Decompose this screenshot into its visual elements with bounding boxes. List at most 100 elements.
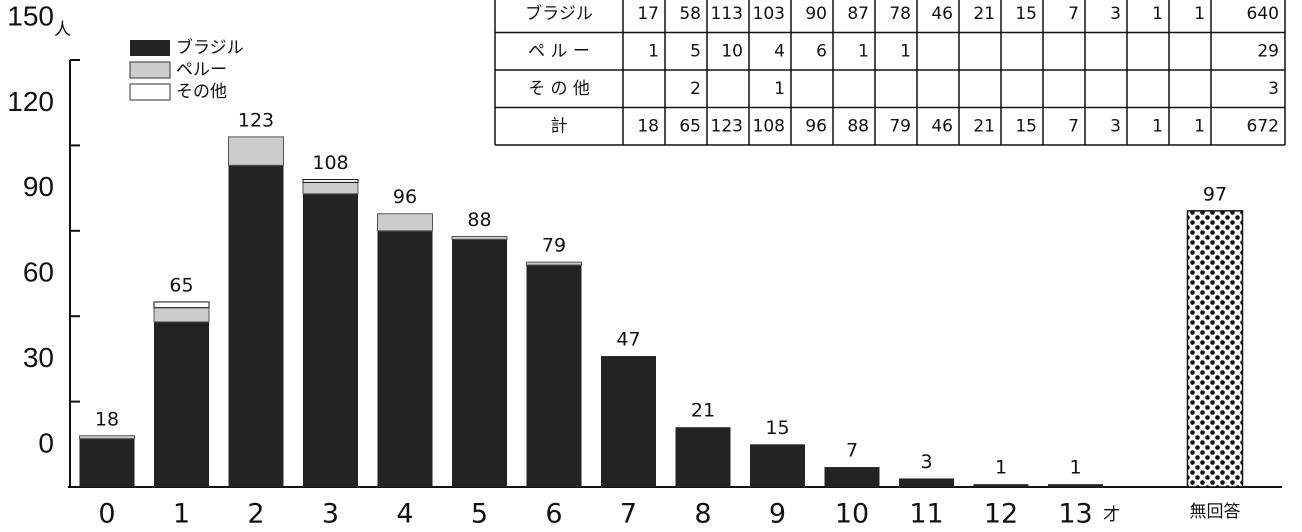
table-cell: 640 [1247, 4, 1279, 24]
table-cell: 15 [1015, 4, 1037, 24]
table-cell: 1 [1194, 4, 1205, 24]
total-label: 88 [467, 209, 491, 231]
bar-segment [526, 264, 582, 487]
bar-segment [79, 435, 135, 440]
table-cell: 1 [774, 79, 785, 99]
bar-segment [303, 193, 358, 487]
y-tick-label: 0 [38, 427, 54, 458]
table-cell: 96 [805, 116, 827, 136]
table-cell: 5 [690, 41, 701, 61]
row-label: 計 [551, 116, 568, 136]
total-label: 96 [393, 186, 417, 208]
table-cell: 46 [931, 4, 953, 24]
x-tick-label: 11 [909, 499, 943, 530]
bar-segment [675, 427, 731, 487]
total-label: 1 [995, 457, 1007, 479]
table-cell: 7 [1068, 116, 1079, 136]
total-label: 79 [542, 235, 566, 257]
bar-segment [228, 165, 284, 487]
table-cell: 6 [816, 41, 827, 61]
table-cell: 672 [1247, 116, 1279, 136]
y-tick-label: 150 [7, 0, 54, 31]
legend-swatch [129, 61, 171, 79]
extra-bar-value: 97 [1203, 183, 1227, 205]
bar-segment [377, 213, 433, 232]
bar-segment [79, 438, 135, 487]
total-label: 123 [238, 109, 274, 131]
table-cell: 58 [679, 4, 701, 24]
total-label: 7 [846, 440, 858, 462]
bar-segment [824, 467, 880, 487]
x-tick-label: 13 [1058, 499, 1092, 530]
table-cell: 17 [637, 4, 659, 24]
total-label: 65 [169, 274, 193, 296]
table-cell: 1 [1152, 4, 1163, 24]
x-tick-label: 9 [769, 499, 786, 530]
x-tick-label: 4 [396, 499, 413, 530]
row-label: そ の 他 [528, 79, 590, 99]
extra-bar-label: 無回答 [1190, 502, 1241, 522]
table-cell: 79 [889, 116, 911, 136]
table-cell: 3 [1110, 4, 1121, 24]
x-tick-label: 6 [545, 499, 562, 530]
table-cell: 1 [648, 41, 659, 61]
table-cell: 108 [753, 116, 785, 136]
x-tick-label: 8 [694, 499, 711, 530]
table-cell: 7 [1068, 4, 1079, 24]
extra-bar [1186, 210, 1244, 488]
x-tick-label: 3 [322, 499, 339, 530]
table-cell: 4 [774, 41, 785, 61]
bar-segment [973, 484, 1029, 487]
legend-label: ブラジル [176, 37, 244, 58]
bar-segment [451, 235, 508, 240]
total-label: 1 [1069, 457, 1081, 479]
row-label: ペ ル ー [528, 41, 590, 61]
total-label: 21 [691, 400, 715, 422]
bar-segment [452, 239, 507, 487]
total-label: 15 [765, 417, 789, 439]
table-cell: 78 [889, 4, 911, 24]
x-tick-label: 10 [835, 499, 869, 530]
bar-segment [601, 356, 656, 487]
y-unit: 人 [54, 20, 71, 40]
table-cell: 1 [1152, 116, 1163, 136]
table-cell: 65 [679, 116, 701, 136]
bar-segment [526, 261, 582, 266]
total-label: 3 [920, 451, 932, 473]
table-cell: 103 [753, 4, 785, 24]
x-tick-label: 7 [620, 499, 637, 530]
table-cell: 1 [900, 41, 911, 61]
y-tick-label: 60 [23, 257, 54, 288]
y-tick-label: 30 [23, 342, 54, 373]
legend-swatch [130, 40, 170, 56]
table-cell: 90 [805, 4, 827, 24]
table-cell: 2 [690, 79, 701, 99]
table-cell: 18 [637, 116, 659, 136]
y-tick-label: 120 [7, 86, 54, 117]
table-cell: 21 [973, 4, 995, 24]
table-cell: 3 [1268, 79, 1279, 99]
bar-segment [228, 136, 284, 166]
legend-label: ペルー [176, 60, 227, 80]
bar-segment [302, 179, 359, 183]
table-cell: 15 [1015, 116, 1037, 136]
row-label: ブラジル [525, 3, 593, 24]
bar-segment [302, 181, 359, 195]
x-tick-label: 0 [98, 499, 115, 530]
x-unit: 才 [1103, 505, 1120, 525]
y-tick-label: 90 [23, 171, 54, 202]
x-tick-label: 2 [247, 499, 264, 530]
total-label: 18 [95, 408, 119, 430]
total-label: 47 [616, 329, 640, 351]
bar-segment [899, 478, 954, 487]
x-tick-label: 12 [984, 499, 1018, 530]
legend-label: その他 [176, 82, 227, 102]
table-cell: 21 [973, 116, 995, 136]
total-label: 108 [312, 152, 348, 174]
bar-segment [154, 321, 209, 487]
table-cell: 113 [711, 4, 743, 24]
bar-segment [750, 444, 805, 487]
bar-segment [1048, 484, 1103, 487]
table-cell: 123 [711, 116, 743, 136]
bar-segment [153, 307, 210, 323]
